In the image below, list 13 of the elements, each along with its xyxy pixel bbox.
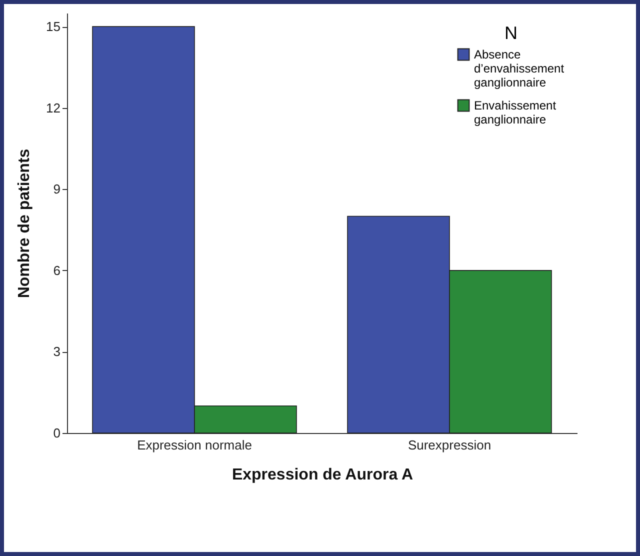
y-tick-label: 12: [46, 100, 60, 116]
legend-label: Absence d’envahissement ganglionnaire: [474, 48, 565, 90]
y-tick-label: 6: [53, 262, 60, 278]
legend-label: Envahissement ganglionnaire: [474, 98, 557, 126]
y-tick-label: 3: [53, 344, 60, 360]
y-tick-label: 0: [53, 426, 60, 440]
x-axis-title: Expression de Aurora A: [232, 466, 414, 484]
x-tick-label: Surexpression: [408, 438, 492, 452]
y-tick-label: 15: [46, 19, 60, 34]
y-axis-title: Nombre de patients: [16, 148, 34, 298]
y-tick-label: 9: [53, 182, 60, 197]
x-tick-label: Expression normale: [137, 438, 252, 452]
legend-title: N: [504, 23, 518, 43]
